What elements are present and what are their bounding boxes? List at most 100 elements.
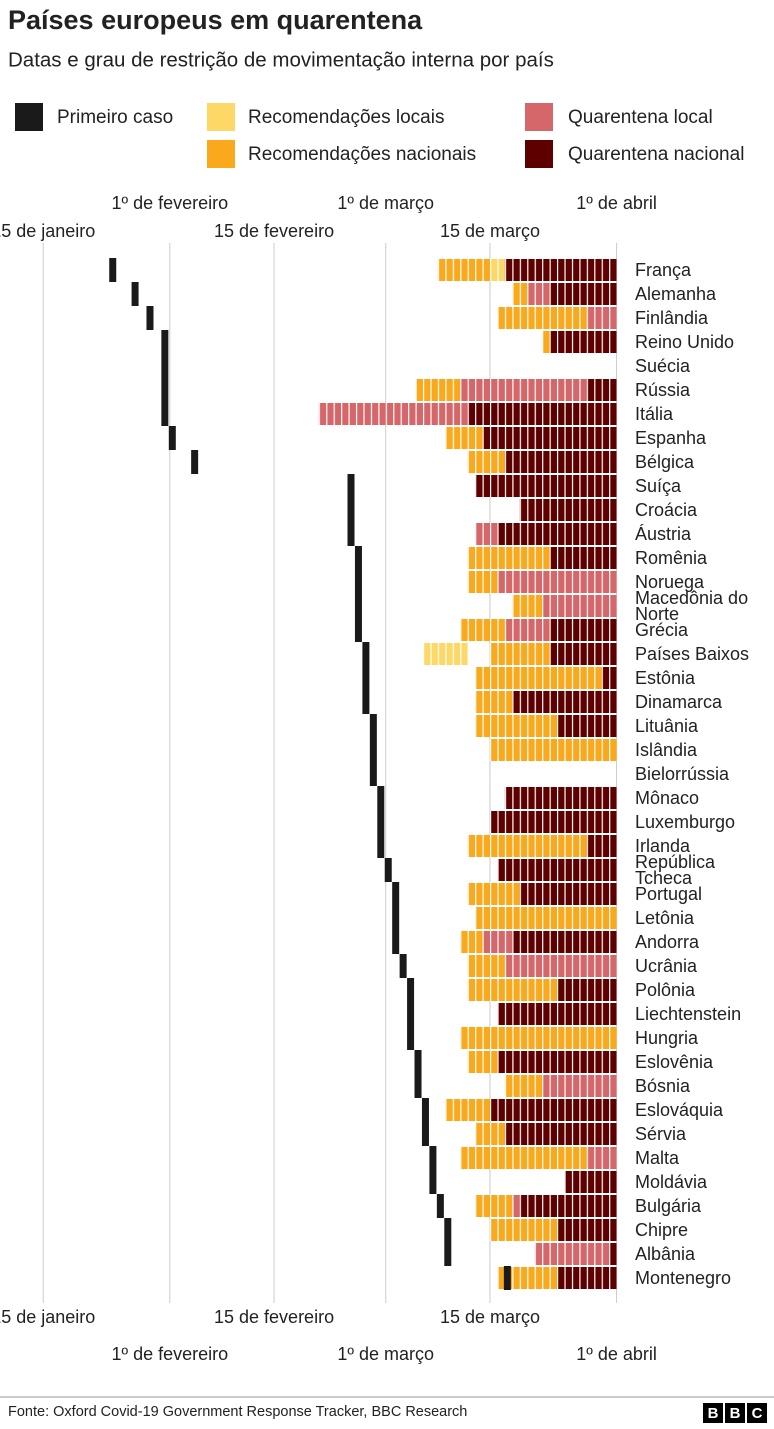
- x-tick-label: 1º de março: [337, 193, 434, 213]
- first-case-marker: [347, 474, 355, 498]
- restriction-segment: [475, 907, 617, 929]
- country-label: Rússia: [635, 380, 691, 400]
- restriction-segment: [475, 475, 617, 497]
- country-label: Estônia: [635, 668, 696, 688]
- restriction-segment: [482, 427, 617, 449]
- x-tick-label: 15 de março: [440, 221, 540, 241]
- first-case-marker: [161, 354, 169, 378]
- first-case-marker: [354, 570, 362, 594]
- country-label: Chipre: [635, 1220, 689, 1240]
- restriction-segment: [564, 1171, 617, 1193]
- country-label: Croácia: [635, 500, 698, 520]
- restriction-segment: [475, 1195, 513, 1217]
- restriction-segment: [504, 619, 550, 641]
- country-label: Dinamarca: [635, 692, 723, 712]
- restriction-segment: [415, 379, 461, 401]
- restriction-segment: [489, 643, 550, 665]
- first-case-marker: [347, 522, 355, 546]
- restriction-segment: [497, 523, 617, 545]
- restriction-segment: [489, 1099, 617, 1121]
- country-label: Portugal: [635, 884, 703, 904]
- x-tick-label: 1º de fevereiro: [111, 1344, 228, 1364]
- first-case-marker: [362, 642, 370, 666]
- restriction-segment: [504, 787, 617, 809]
- restriction-segment: [512, 1195, 520, 1217]
- first-case-marker: [354, 618, 362, 642]
- restriction-segment: [460, 619, 505, 641]
- restriction-segment: [556, 979, 617, 1001]
- legend-label: Quarentena local: [568, 107, 713, 128]
- country-label: França: [635, 260, 692, 280]
- x-tick-label: 1º de fevereiro: [111, 193, 228, 213]
- country-label: Finlândia: [635, 308, 709, 328]
- first-case-marker: [392, 930, 400, 954]
- restriction-segment: [497, 307, 587, 329]
- first-case-marker: [354, 594, 362, 618]
- country-label: Lituânia: [635, 716, 699, 736]
- restriction-segment: [445, 1099, 490, 1121]
- first-case-marker: [414, 1074, 422, 1098]
- restriction-segment: [512, 691, 617, 713]
- restriction-segment: [586, 379, 617, 401]
- restriction-segment: [460, 1027, 617, 1049]
- restriction-segment: [586, 835, 617, 857]
- country-label: Bósnia: [635, 1076, 691, 1096]
- country-label: Espanha: [635, 428, 707, 448]
- first-case-marker: [414, 1050, 422, 1074]
- x-tick-label: 1º de abril: [576, 193, 657, 213]
- first-case-marker: [161, 402, 169, 426]
- restriction-segment: [549, 547, 617, 569]
- country-label: Sérvia: [635, 1124, 687, 1144]
- restriction-segment: [489, 811, 617, 833]
- first-case-marker: [384, 858, 392, 882]
- legend-label: Quarentena nacional: [568, 144, 744, 165]
- first-case-marker: [369, 762, 377, 786]
- restriction-segment: [460, 1147, 587, 1169]
- country-label: Noruega: [635, 572, 705, 592]
- country-label: Polônia: [635, 980, 696, 1000]
- restriction-segment: [601, 667, 617, 689]
- restriction-segment: [519, 1195, 617, 1217]
- restriction-segment: [549, 283, 617, 305]
- restriction-segment: [467, 835, 587, 857]
- restriction-segment: [467, 883, 520, 905]
- country-label: Liechtenstein: [635, 1004, 742, 1024]
- restriction-segment: [549, 331, 617, 353]
- restriction-segment: [556, 1267, 617, 1289]
- first-case-marker: [429, 1170, 437, 1194]
- restriction-segment: [475, 1123, 505, 1145]
- first-case-marker: [354, 546, 362, 570]
- legend-label: Recomendações locais: [248, 107, 444, 128]
- restriction-segment: [460, 931, 483, 953]
- country-label: Suécia: [635, 356, 691, 376]
- first-case-marker: [109, 258, 117, 282]
- restriction-segment: [609, 1243, 617, 1265]
- first-case-marker: [191, 450, 199, 474]
- restriction-segment: [504, 955, 617, 977]
- country-label: Albânia: [635, 1244, 696, 1264]
- first-case-marker: [146, 306, 154, 330]
- restriction-segment: [437, 259, 490, 281]
- first-case-marker: [161, 330, 169, 354]
- restriction-segment: [489, 739, 617, 761]
- country-label: Alemanha: [635, 284, 717, 304]
- restriction-segment: [512, 931, 617, 953]
- first-case-marker: [399, 954, 407, 978]
- restriction-segment: [512, 283, 528, 305]
- restriction-segment: [504, 1075, 543, 1097]
- country-label: Andorra: [635, 932, 700, 952]
- country-label: Bielorrússia: [635, 764, 730, 784]
- x-tick-label: 15 de janeiro: [0, 221, 95, 241]
- x-tick-label: 15 de março: [440, 1307, 540, 1327]
- restriction-segment: [542, 331, 550, 353]
- first-case-marker: [421, 1098, 429, 1122]
- first-case-marker: [392, 882, 400, 906]
- restriction-segment: [556, 1219, 617, 1241]
- restriction-segment: [467, 571, 498, 593]
- restriction-segment: [534, 1243, 610, 1265]
- first-case-marker: [407, 1026, 415, 1050]
- restriction-segment: [467, 451, 505, 473]
- country-label: Bulgária: [635, 1196, 702, 1216]
- first-case-marker: [362, 690, 370, 714]
